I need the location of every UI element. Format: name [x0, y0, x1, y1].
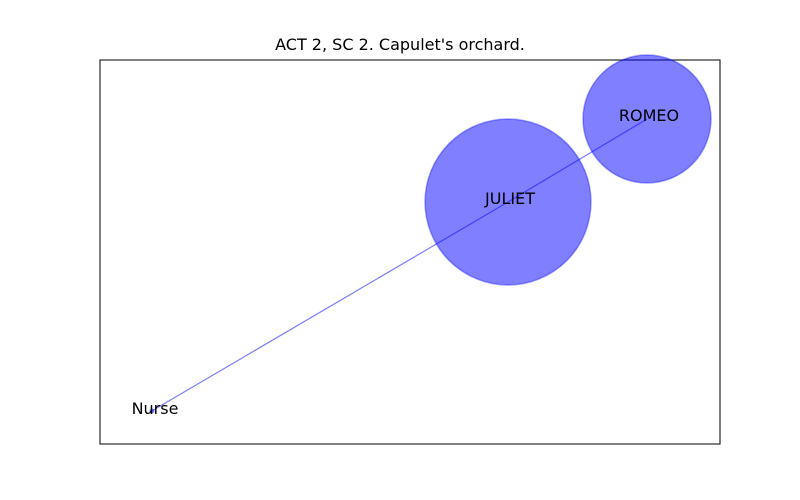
node-romeo: [582, 54, 712, 184]
node-nurse: [149, 408, 155, 414]
node-label-nurse: Nurse: [132, 399, 179, 418]
node-label-romeo: ROMEO: [619, 106, 679, 125]
plot-frame: [99, 59, 721, 445]
node-juliet: [424, 118, 592, 286]
node-label-juliet: JULIET: [484, 189, 535, 208]
diagram-title: ACT 2, SC 2. Capulet's orchard.: [275, 35, 525, 54]
